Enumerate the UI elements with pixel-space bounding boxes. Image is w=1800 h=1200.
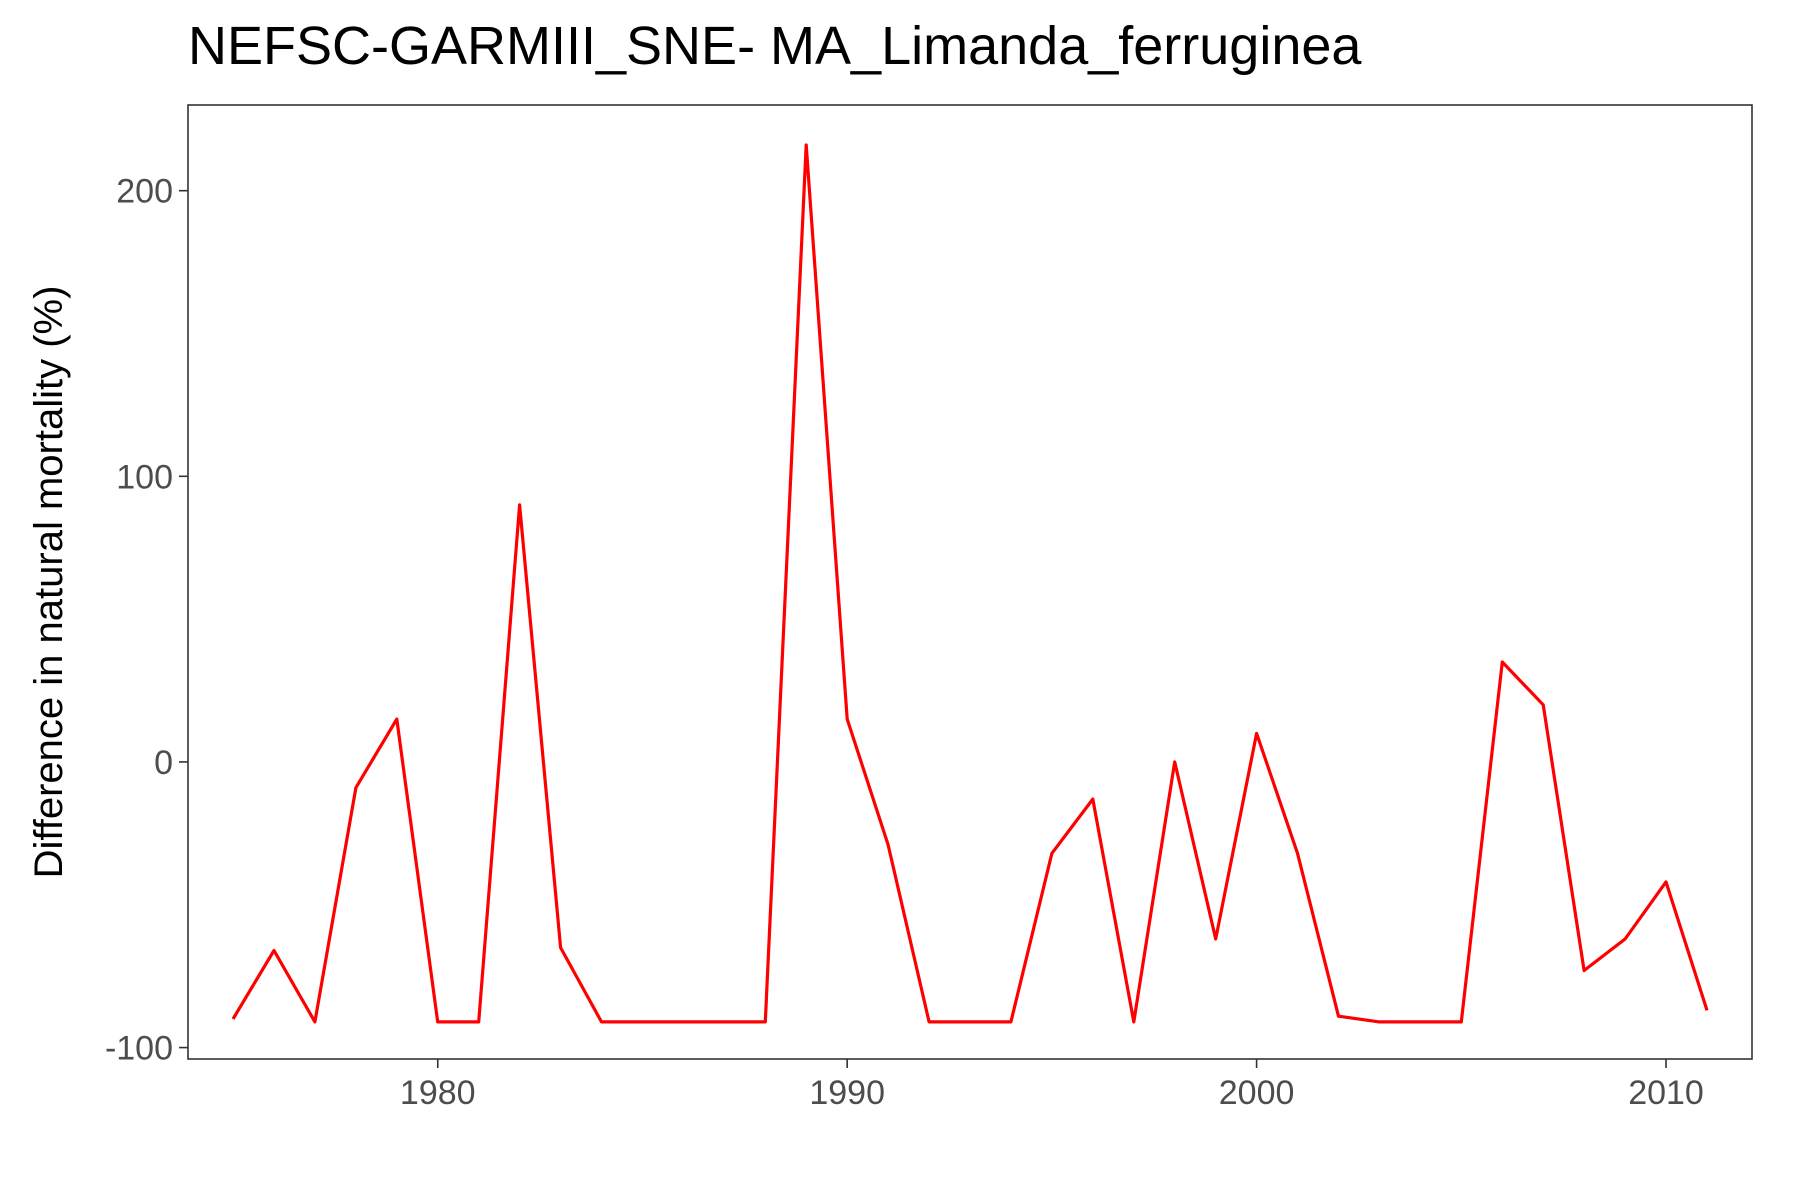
y-tick-label: 100 xyxy=(116,458,173,496)
y-tick-label: -100 xyxy=(105,1030,173,1068)
plot-panel xyxy=(187,104,1753,1060)
x-tick-label: 2010 xyxy=(1628,1074,1704,1112)
x-tick-label: 1980 xyxy=(400,1074,476,1112)
x-axis: 1980 1990 2000 2010 xyxy=(400,1059,1704,1112)
x-tick-label: 2000 xyxy=(1219,1074,1295,1112)
y-axis: -100 0 100 200 xyxy=(105,173,188,1068)
y-tick-label: 200 xyxy=(116,173,173,211)
chart-title: NEFSC-GARMIII_SNE- MA_Limanda_ferruginea xyxy=(188,16,1362,76)
series-line xyxy=(231,143,1709,1024)
y-axis-title: Difference in natural mortality (%) xyxy=(27,286,71,879)
x-tick-label: 1990 xyxy=(809,1074,885,1112)
y-tick-label: 0 xyxy=(154,744,173,782)
series-layer xyxy=(231,143,1709,1024)
